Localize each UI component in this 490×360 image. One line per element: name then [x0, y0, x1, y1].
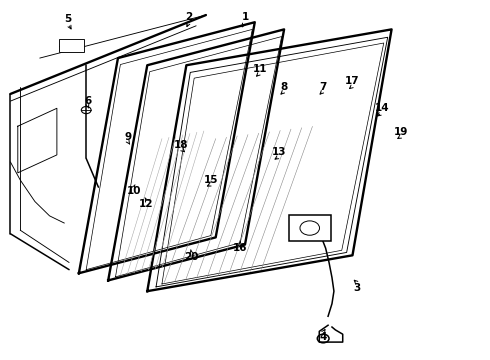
Text: 1: 1 [242, 12, 248, 22]
Text: 11: 11 [252, 64, 267, 74]
Text: 14: 14 [374, 103, 389, 113]
Text: 13: 13 [272, 147, 287, 157]
FancyBboxPatch shape [59, 39, 84, 52]
Text: 10: 10 [126, 186, 141, 197]
Text: 15: 15 [203, 175, 218, 185]
Text: 3: 3 [354, 283, 361, 293]
Text: 17: 17 [345, 76, 360, 86]
Text: 8: 8 [280, 82, 288, 92]
Text: 6: 6 [84, 96, 91, 106]
Text: 20: 20 [184, 252, 198, 262]
Text: 5: 5 [65, 14, 72, 24]
Text: 16: 16 [233, 243, 247, 253]
Text: 12: 12 [139, 199, 153, 210]
Text: 4: 4 [319, 332, 327, 342]
Text: 2: 2 [185, 12, 193, 22]
Text: 7: 7 [319, 82, 327, 92]
Text: 19: 19 [394, 127, 409, 136]
Text: 9: 9 [124, 132, 131, 142]
Bar [289, 215, 331, 241]
Text: 18: 18 [174, 140, 189, 150]
